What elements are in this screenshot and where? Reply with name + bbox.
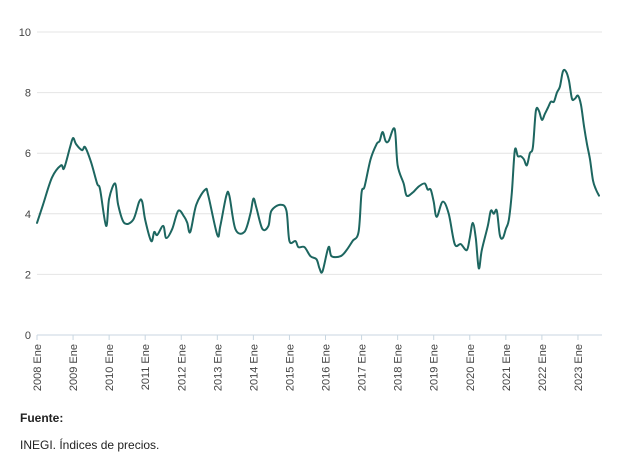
y-tick-label: 6 <box>25 148 31 160</box>
grid-layer <box>37 31 602 275</box>
source-note: Fuente: INEGI. Índices de precios. <box>20 410 610 453</box>
x-tick-label: 2008 Ene <box>32 344 44 391</box>
x-tick-label: 2012 Ene <box>176 344 188 391</box>
x-tick-label: 2021 Ene <box>501 344 513 391</box>
x-tick-label: 2017 Ene <box>357 344 369 391</box>
x-tick-label: 2020 Ene <box>465 344 477 391</box>
series-layer <box>36 68 600 274</box>
x-tick-label: 2014 Ene <box>248 344 260 391</box>
y-tick-label: 4 <box>25 209 31 221</box>
y-tick-label: 8 <box>25 88 31 100</box>
x-tick-label: 2018 Ene <box>393 344 405 391</box>
x-tick-label: 2022 Ene <box>537 344 549 391</box>
y-tick-label: 10 <box>19 27 31 39</box>
chart-area: 0 2 4 6 8 10 2008 Ene 2009 Ene 2010 Ene 2011 Ene… <box>19 27 602 391</box>
source-heading: Fuente: <box>20 411 64 425</box>
series-line-0 <box>36 68 600 274</box>
x-tick-label: 2016 Ene <box>321 344 333 391</box>
x-tick-label: 2023 Ene <box>573 344 585 391</box>
x-tick-label: 2011 Ene <box>140 344 152 390</box>
x-tick-label: 2013 Ene <box>212 344 224 391</box>
x-tick-label: 2010 Ene <box>104 344 116 391</box>
x-tick-label: 2009 Ene <box>68 344 80 391</box>
y-axis-labels: 0 2 4 6 8 10 <box>19 27 31 342</box>
source-text: INEGI. Índices de precios. <box>20 438 160 452</box>
line-chart: 0 2 4 6 8 10 2008 Ene 2009 Ene 2010 Ene 2011 Ene… <box>19 27 602 391</box>
x-axis: 2008 Ene 2009 Ene 2010 Ene 2011 Ene 2012 Ene… <box>32 334 602 391</box>
x-tick-label: 2015 Ene <box>284 344 296 391</box>
x-tick-label: 2019 Ene <box>429 344 441 391</box>
y-tick-label: 2 <box>25 269 31 281</box>
y-tick-label: 0 <box>25 330 31 342</box>
